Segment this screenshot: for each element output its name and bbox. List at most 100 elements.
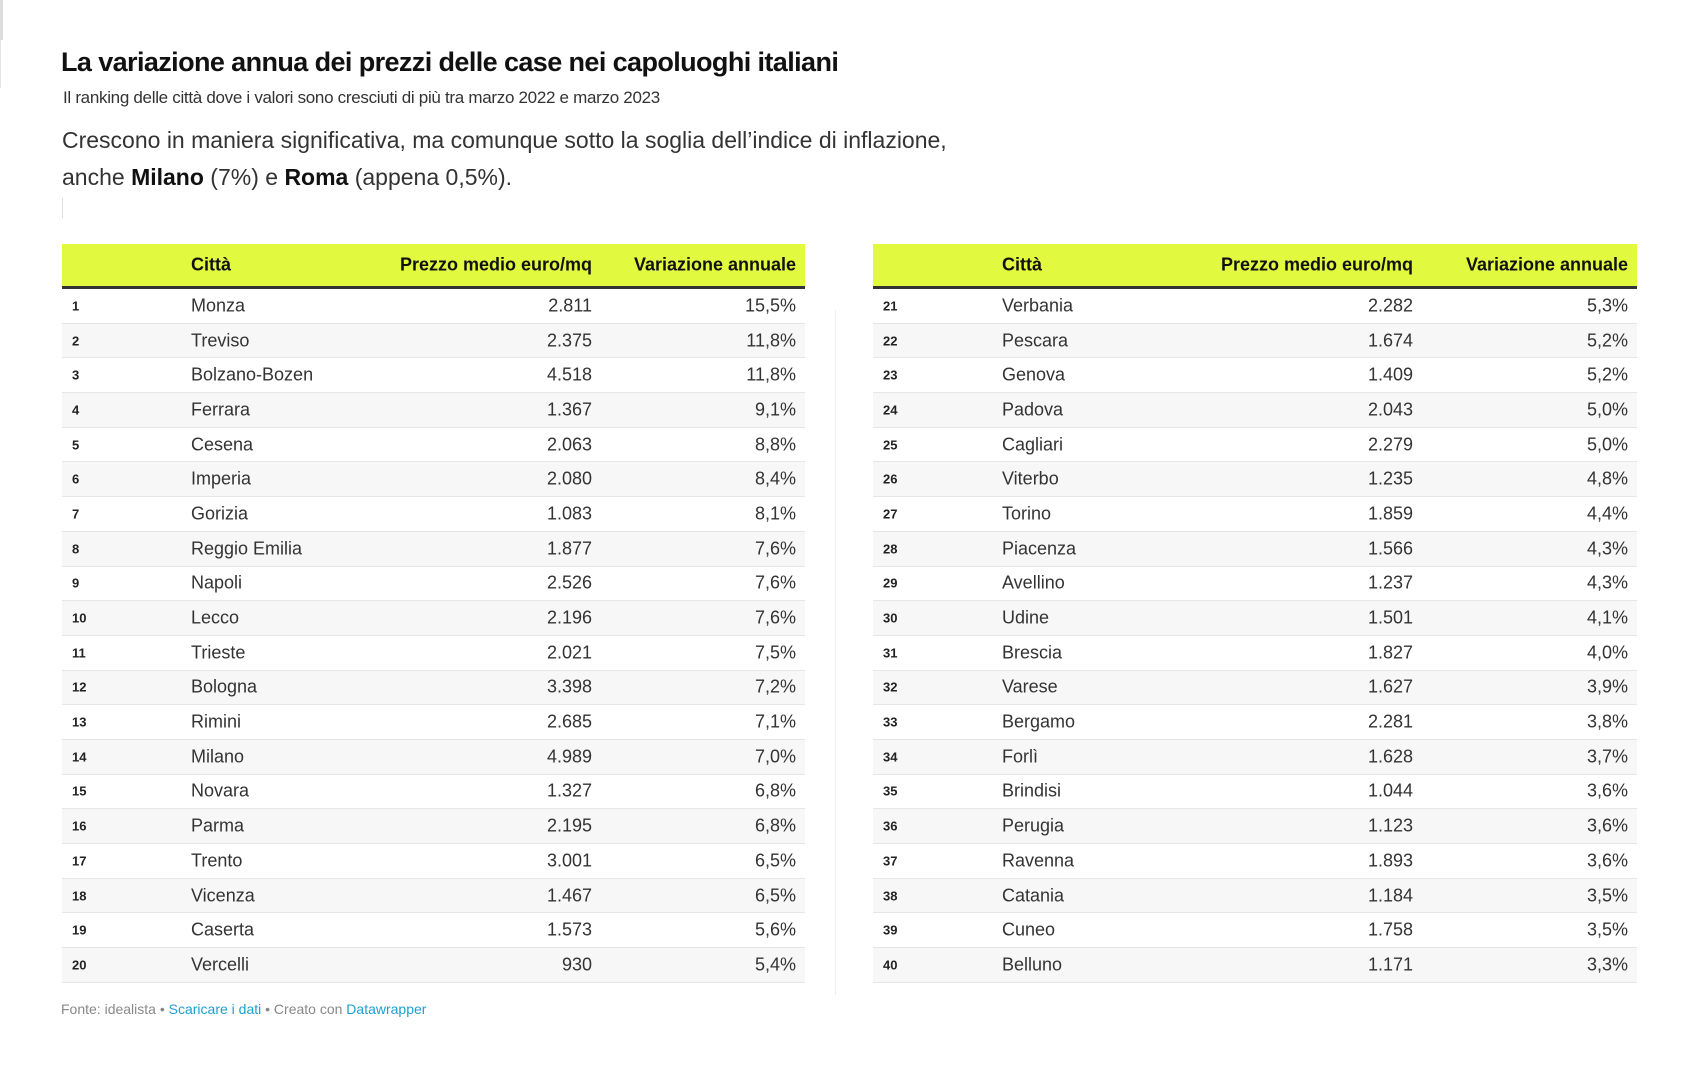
city: Cagliari bbox=[1002, 434, 1064, 455]
annual-change: 8,1% bbox=[754, 503, 796, 524]
rank: 8 bbox=[72, 541, 80, 557]
city: Torino bbox=[1002, 503, 1052, 524]
column-header-price[interactable]: Prezzo medio euro/mq bbox=[399, 254, 592, 275]
city: Bolzano-Bozen bbox=[191, 364, 314, 385]
intro-text-part: (appena 0,5%). bbox=[348, 164, 513, 190]
annual-change: 3,5% bbox=[1586, 885, 1628, 906]
price: 1.674 bbox=[1367, 330, 1413, 351]
table-row: 31 Brescia 1.827 4,0% bbox=[873, 636, 1637, 671]
annual-change: 3,6% bbox=[1586, 850, 1628, 871]
datawrapper-link[interactable]: Datawrapper bbox=[346, 1001, 427, 1017]
table-row: 16 Parma 2.195 6,8% bbox=[62, 809, 805, 844]
column-header-city[interactable]: Città bbox=[191, 254, 231, 275]
table-row: 27 Torino 1.859 4,4% bbox=[873, 497, 1637, 532]
city: Trieste bbox=[191, 642, 246, 663]
download-data-link[interactable]: Scaricare i dati bbox=[168, 1001, 262, 1017]
table-row: 39 Cuneo 1.758 3,5% bbox=[873, 913, 1637, 949]
created-with-label: Creato con bbox=[273, 1001, 347, 1017]
price: 2.279 bbox=[1367, 434, 1413, 455]
price: 2.281 bbox=[1367, 711, 1413, 732]
table-row: 4 Ferrara 1.367 9,1% bbox=[62, 393, 805, 428]
price: 1.184 bbox=[1367, 885, 1413, 906]
price: 1.171 bbox=[1367, 954, 1413, 975]
city: Rimini bbox=[191, 711, 242, 732]
rank: 15 bbox=[72, 783, 87, 799]
table-row: 8 Reggio Emilia 1.877 7,6% bbox=[62, 531, 805, 567]
price: 2.043 bbox=[1367, 399, 1413, 420]
table-row: 25 Cagliari 2.279 5,0% bbox=[873, 428, 1637, 463]
column-header-price[interactable]: Prezzo medio euro/mq bbox=[1220, 254, 1413, 275]
rank: 18 bbox=[72, 888, 87, 904]
price: 1.877 bbox=[546, 538, 592, 559]
city: Perugia bbox=[1002, 815, 1065, 836]
annual-change: 3,8% bbox=[1586, 711, 1628, 732]
annual-change: 5,6% bbox=[754, 919, 796, 940]
rank: 10 bbox=[72, 610, 87, 626]
column-header-change[interactable]: Variazione annuale bbox=[633, 254, 796, 275]
city: Ferrara bbox=[191, 399, 251, 420]
price: 2.811 bbox=[548, 295, 592, 316]
price: 930 bbox=[561, 954, 592, 975]
table-row: 19 Caserta 1.573 5,6% bbox=[62, 913, 805, 949]
column-header-change[interactable]: Variazione annuale bbox=[1465, 254, 1628, 275]
rank: 7 bbox=[72, 506, 80, 522]
annual-change: 3,6% bbox=[1586, 815, 1628, 836]
price: 2.021 bbox=[546, 642, 592, 663]
price: 1.573 bbox=[546, 919, 592, 940]
price: 1.501 bbox=[1367, 607, 1413, 628]
table-row: 37 Ravenna 1.893 3,6% bbox=[873, 844, 1637, 879]
price: 3.001 bbox=[546, 850, 592, 871]
city: Viterbo bbox=[1002, 468, 1059, 489]
annual-change: 5,0% bbox=[1586, 399, 1628, 420]
city: Parma bbox=[191, 815, 245, 836]
intro-text-part: anche bbox=[62, 164, 132, 190]
rank: 22 bbox=[883, 333, 898, 349]
price: 2.526 bbox=[546, 572, 592, 593]
annual-change: 6,5% bbox=[754, 850, 796, 871]
city: Brindisi bbox=[1002, 780, 1062, 801]
ranking-table-2: Città Prezzo medio euro/mq Variazione annu… bbox=[873, 244, 1637, 983]
intro-text: Crescono in maniera significativa, ma co… bbox=[62, 122, 947, 196]
chart-title: La variazione annua dei prezzi delle cas… bbox=[61, 47, 839, 77]
annual-change: 5,0% bbox=[1586, 434, 1628, 455]
annual-change: 15,5% bbox=[744, 295, 796, 316]
table-row: 3 Bolzano-Bozen 4.518 11,8% bbox=[62, 358, 805, 394]
rank: 27 bbox=[883, 506, 898, 522]
annual-change: 4,0% bbox=[1586, 642, 1628, 663]
rank: 5 bbox=[72, 437, 80, 453]
annual-change: 4,8% bbox=[1586, 468, 1628, 489]
chart-subtitle: Il ranking delle città dove i valori son… bbox=[63, 88, 660, 107]
city: Napoli bbox=[191, 572, 243, 593]
table-row: 30 Udine 1.501 4,1% bbox=[873, 601, 1637, 636]
ranking-table-1: Città Prezzo medio euro/mq Variazione annu… bbox=[62, 244, 805, 983]
annual-change: 3,5% bbox=[1586, 919, 1628, 940]
table-row: 7 Gorizia 1.083 8,1% bbox=[62, 497, 805, 532]
annual-change: 7,5% bbox=[754, 642, 796, 663]
city: Caserta bbox=[191, 919, 255, 940]
price: 1.327 bbox=[546, 780, 592, 801]
rank: 26 bbox=[883, 471, 898, 487]
annual-change: 7,2% bbox=[754, 676, 796, 697]
annual-change: 5,2% bbox=[1586, 330, 1628, 351]
annual-change: 5,4% bbox=[754, 954, 796, 975]
annual-change: 11,8% bbox=[746, 330, 796, 351]
price: 1.467 bbox=[546, 885, 592, 906]
table-row: 35 Brindisi 1.044 3,6% bbox=[873, 775, 1637, 810]
column-header-city[interactable]: Città bbox=[1002, 254, 1042, 275]
table-row: 23 Genova 1.409 5,2% bbox=[873, 358, 1637, 394]
city: Piacenza bbox=[1002, 538, 1077, 559]
price: 2.282 bbox=[1367, 295, 1413, 316]
price: 4.518 bbox=[546, 364, 592, 385]
rank: 30 bbox=[883, 610, 898, 626]
city: Trento bbox=[191, 850, 243, 871]
annual-change: 4,1% bbox=[1586, 607, 1628, 628]
rank: 19 bbox=[72, 922, 87, 938]
table-row: 9 Napoli 2.526 7,6% bbox=[62, 567, 805, 602]
table-row: 2 Treviso 2.375 11,8% bbox=[62, 323, 805, 359]
rank: 35 bbox=[883, 783, 898, 799]
rank: 12 bbox=[72, 679, 87, 695]
rank: 2 bbox=[72, 333, 80, 349]
intro-roma: Roma bbox=[284, 164, 349, 190]
city: Milano bbox=[191, 746, 245, 767]
city: Vicenza bbox=[191, 885, 255, 906]
